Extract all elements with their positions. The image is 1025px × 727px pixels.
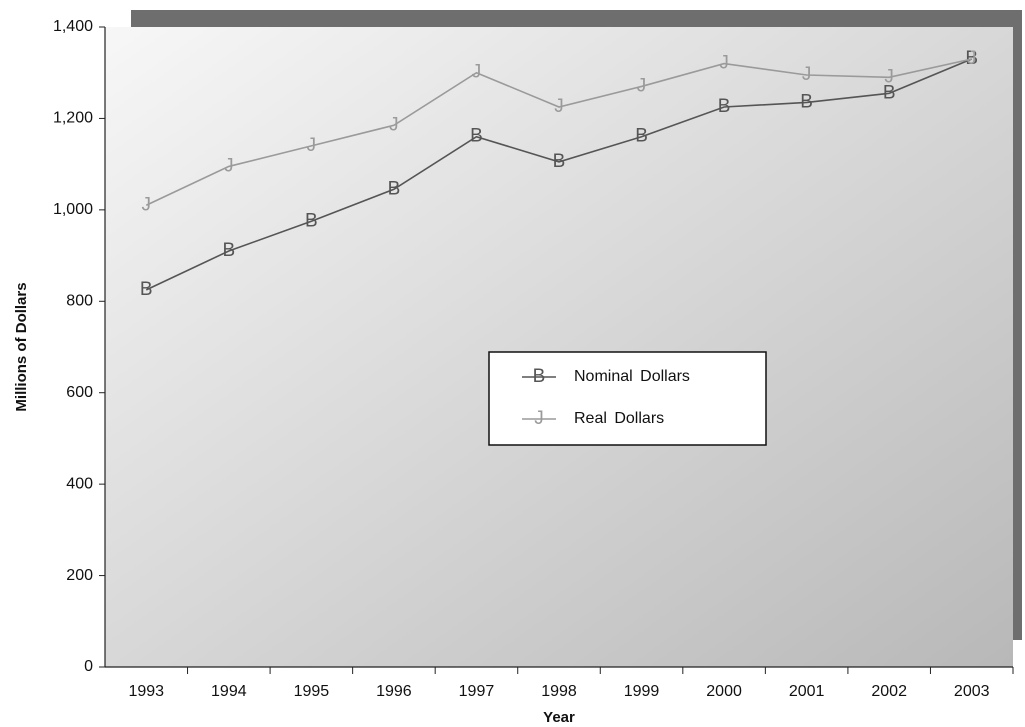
x-tick-label: 2000 [706, 683, 742, 700]
y-tick-label: 600 [66, 384, 93, 401]
x-tick-label: 2002 [871, 683, 907, 700]
x-tick-label: 1994 [211, 683, 247, 700]
x-tick-label: 1996 [376, 683, 412, 700]
point-marker: B [800, 91, 813, 112]
point-marker: J [637, 75, 647, 96]
point-marker: J [554, 96, 564, 117]
point-marker: J [472, 62, 482, 83]
y-tick-label: 400 [66, 475, 93, 492]
legend-label: Real Dollars [574, 410, 664, 427]
legend-label: Nominal Dollars [574, 368, 690, 385]
x-axis-title: Year [543, 709, 575, 726]
x-tick-label: 1995 [294, 683, 330, 700]
y-tick-label: 0 [84, 658, 93, 675]
y-axis-title: Millions of Dollars [13, 282, 30, 411]
point-marker: B [553, 151, 566, 172]
plot-area [105, 27, 1013, 667]
point-marker: J [967, 48, 977, 69]
x-tick-label: 1998 [541, 683, 577, 700]
point-marker: B [718, 96, 731, 117]
point-marker: J [884, 66, 894, 87]
series-line [145, 58, 972, 207]
point-marker: B [883, 82, 896, 103]
point-marker: J [307, 135, 317, 156]
y-tick-label: 1,000 [53, 201, 93, 218]
point-marker: B [388, 178, 401, 199]
y-tick-label: 1,400 [53, 18, 93, 35]
x-tick-label: 1993 [128, 683, 164, 700]
point-marker: J [224, 155, 234, 176]
point-marker: J [142, 194, 152, 215]
point-marker: B [635, 126, 648, 147]
point-marker: J [719, 53, 729, 74]
point-marker: J [802, 64, 812, 85]
point-marker: B [965, 48, 978, 69]
point-marker: B [140, 279, 153, 300]
y-tick-label: 1,200 [53, 110, 93, 127]
legend-marker: B [533, 366, 546, 387]
x-tick-label: 2001 [789, 683, 825, 700]
point-marker: J [389, 114, 399, 135]
point-marker: B [470, 126, 483, 147]
x-tick-label: 1999 [624, 683, 660, 700]
legend [488, 351, 767, 446]
x-tick-label: 1997 [459, 683, 495, 700]
series-line [145, 58, 973, 291]
y-tick-label: 200 [66, 567, 93, 584]
point-marker: B [222, 240, 235, 261]
point-marker: B [305, 210, 318, 231]
y-tick-label: 800 [66, 293, 93, 310]
x-tick-label: 2003 [954, 683, 990, 700]
legend-marker: J [534, 408, 544, 429]
